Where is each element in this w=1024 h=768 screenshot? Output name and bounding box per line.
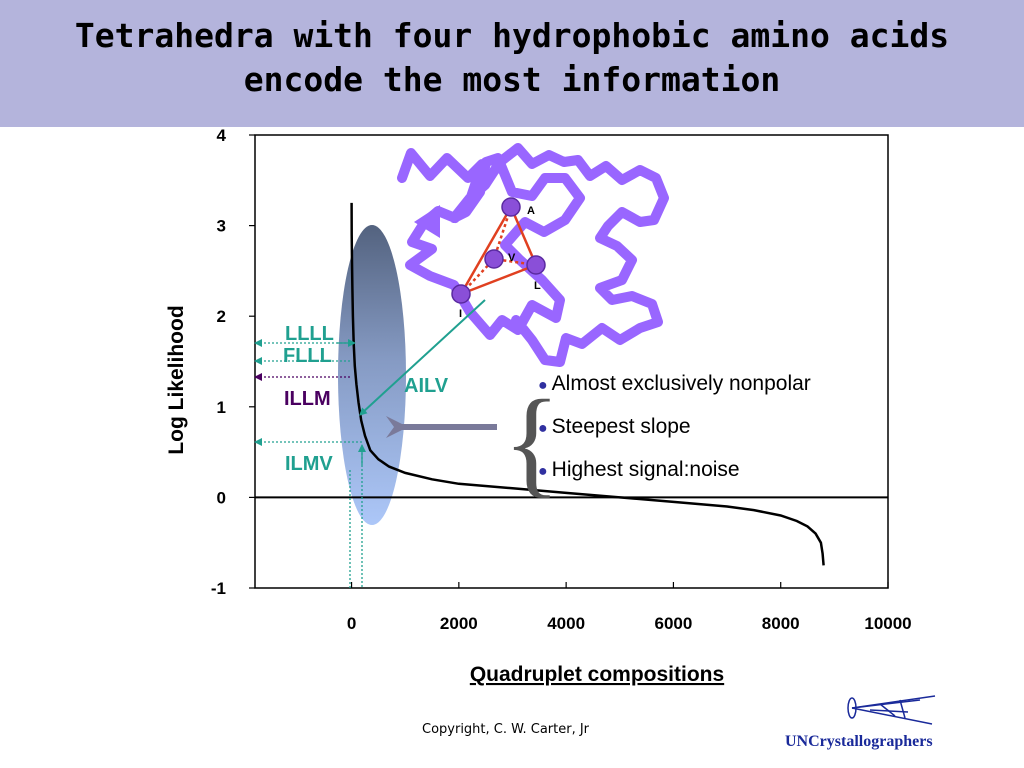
x-axis: 0 2000 4000 6000 8000 10000 xyxy=(347,582,912,633)
vertex-label-i: I xyxy=(459,308,462,320)
x-tick-label: 2000 xyxy=(440,614,478,633)
copyright-text: Copyright, C. W. Carter, Jr xyxy=(422,722,589,737)
y-tick-label: -1 xyxy=(211,579,226,598)
vertex-label-l: L xyxy=(534,280,541,292)
x-axis-label: Quadruplet compositions xyxy=(470,663,724,686)
y-axis-label: Log Likelihood xyxy=(165,305,188,454)
y-tick-label: 2 xyxy=(217,307,226,326)
highlight-ellipse xyxy=(338,225,406,525)
annotation-illm: ILLM xyxy=(284,388,331,410)
x-tick-label: 4000 xyxy=(547,614,585,633)
annotation-ilmv: ILMV xyxy=(285,453,333,475)
x-tick-label: 10000 xyxy=(864,614,911,633)
y-tick-label: 4 xyxy=(217,126,227,145)
y-tick-label: 0 xyxy=(217,488,226,507)
annotation-llll: LLLL xyxy=(285,323,334,345)
annotation-flll: FLLL xyxy=(283,345,332,367)
y-axis: -1 0 1 2 3 4 xyxy=(211,126,255,598)
brand-name: UNCrystallographers xyxy=(785,733,933,751)
x-tick-label: 0 xyxy=(347,614,356,633)
annotation-ailv: AILV xyxy=(404,375,449,397)
vertex-label-v: V xyxy=(508,252,516,264)
vertex-label-a: A xyxy=(527,205,535,217)
bullet-item: ● Steepest slope xyxy=(538,413,811,456)
bullet-item: ● Highest signal:noise xyxy=(538,456,811,499)
brand-logo xyxy=(848,696,935,724)
bullet-list: ● Almost exclusively nonpolar ● Steepest s… xyxy=(538,370,811,499)
y-tick-label: 3 xyxy=(217,217,226,236)
y-tick-label: 1 xyxy=(217,398,226,417)
x-tick-label: 8000 xyxy=(762,614,800,633)
x-tick-label: 6000 xyxy=(655,614,693,633)
bullet-item: ● Almost exclusively nonpolar xyxy=(538,370,811,413)
